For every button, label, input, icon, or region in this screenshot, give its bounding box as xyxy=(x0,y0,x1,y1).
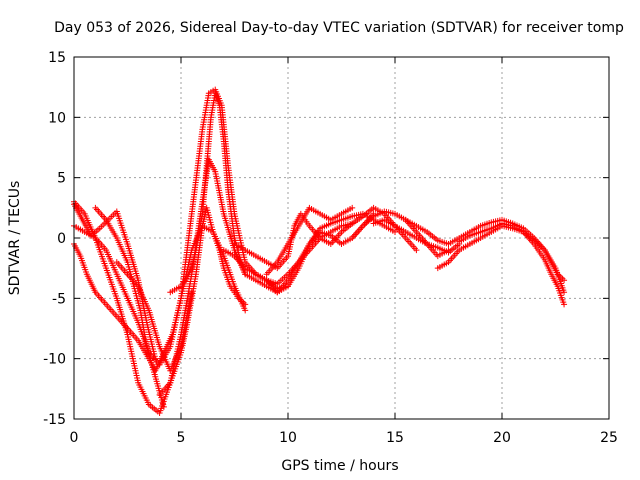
x-tick-label: 15 xyxy=(386,430,404,446)
x-tick-label: 0 xyxy=(70,430,79,446)
x-tick-label: 10 xyxy=(279,430,297,446)
y-tick-label: -5 xyxy=(52,291,66,307)
y-tick-label: 0 xyxy=(57,231,66,247)
series-track-12 xyxy=(263,204,356,278)
x-tick-label: 25 xyxy=(600,430,618,446)
data-point xyxy=(392,228,398,235)
x-tick-label: 20 xyxy=(493,430,511,446)
chart-title: Day 053 of 2026, Sidereal Day-to-day VTE… xyxy=(54,20,624,36)
x-tick-label: 5 xyxy=(177,430,186,446)
data-series xyxy=(71,86,568,416)
tick-marks xyxy=(73,56,610,420)
grid-lines xyxy=(74,57,609,419)
data-point xyxy=(561,289,568,296)
plot-frame xyxy=(73,56,610,420)
data-point xyxy=(242,271,249,278)
series-track-8 xyxy=(167,90,249,296)
y-tick-label: 5 xyxy=(57,171,66,187)
data-point xyxy=(561,277,568,284)
data-point xyxy=(242,301,249,308)
y-tick-label: -15 xyxy=(43,412,66,428)
tick-labels: 0 5 10 15 20 25 15 10 5 0 -5 -10 -15 xyxy=(43,50,618,446)
data-point xyxy=(242,307,249,314)
y-tick-label: 10 xyxy=(48,110,66,126)
data-point xyxy=(160,403,167,410)
y-tick-label: -10 xyxy=(43,352,66,368)
y-axis-label: SDTVAR / TECUs xyxy=(7,181,23,296)
data-point xyxy=(413,247,420,254)
data-point xyxy=(561,301,568,308)
series-track-17 xyxy=(456,220,568,296)
data-point xyxy=(349,204,356,211)
y-tick-label: 15 xyxy=(48,50,66,66)
series-track-14 xyxy=(370,216,463,256)
series-track-4 xyxy=(71,201,159,362)
data-point xyxy=(152,355,159,362)
x-axis-label: GPS time / hours xyxy=(281,458,398,474)
